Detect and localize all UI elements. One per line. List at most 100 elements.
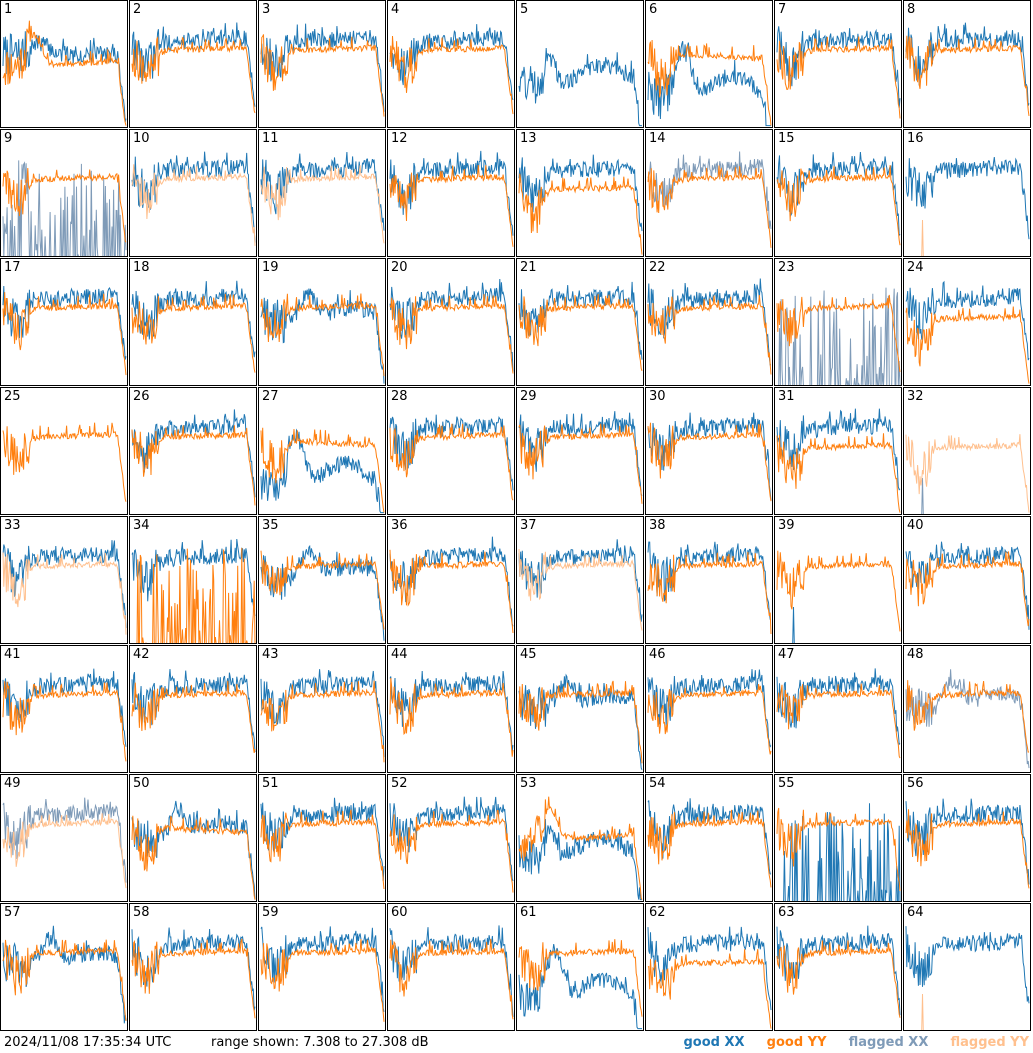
spectrum-plot-30 (647, 412, 772, 502)
antenna-panel-48: 48 (903, 645, 1031, 773)
spectrum-plot-59 (260, 926, 385, 1022)
spectrum-plot-40 (905, 541, 1030, 630)
antenna-panel-22: 22 (645, 258, 773, 386)
series-yy-21 (518, 294, 643, 372)
series-yy-31 (776, 433, 901, 513)
antenna-panel-64: 64 (903, 903, 1031, 1031)
antenna-panel-10: 10 (129, 129, 257, 257)
spectrum-plot-49 (2, 797, 127, 889)
series-yy-50 (131, 815, 256, 900)
antenna-panel-23: 23 (774, 258, 902, 386)
antenna-panel-47: 47 (774, 645, 902, 773)
spectrum-plot-5 (518, 47, 642, 127)
antenna-panel-17: 17 (0, 258, 128, 386)
antenna-panel-3: 3 (258, 0, 386, 128)
series-xx-38 (647, 541, 772, 620)
series-yy-20 (389, 294, 514, 374)
panel-label-12: 12 (391, 131, 408, 146)
panel-label-39: 39 (778, 518, 795, 533)
spectrum-plot-64 (905, 926, 1030, 1030)
panel-label-27: 27 (262, 389, 279, 404)
series-yy-38 (647, 551, 772, 635)
series-xx-15 (776, 151, 901, 237)
panel-label-61: 61 (520, 905, 537, 920)
panel-label-51: 51 (262, 776, 279, 791)
antenna-panel-57: 57 (0, 903, 128, 1031)
antenna-panel-4: 4 (387, 0, 515, 128)
panel-label-30: 30 (649, 389, 666, 404)
series-xx-46 (647, 669, 772, 748)
series-yy-54 (647, 809, 772, 888)
spectrum-plot-14 (647, 151, 772, 248)
panel-label-6: 6 (649, 2, 658, 17)
series-yy-4 (389, 35, 514, 115)
spectrum-plot-21 (518, 281, 643, 372)
series-xx-7 (776, 26, 901, 109)
series-yy-42 (131, 680, 256, 754)
series-xx-35 (260, 544, 385, 641)
antenna-panel-42: 42 (129, 645, 257, 773)
series-yy-34 (136, 547, 256, 643)
panel-label-29: 29 (520, 389, 537, 404)
legend-good-xx: good XX (683, 1035, 745, 1050)
series-yy-9 (2, 167, 127, 243)
series-xx-55 (783, 803, 901, 901)
antenna-panel-9: 9 (0, 129, 128, 257)
spectrum-plot-58 (131, 927, 256, 1019)
spectrum-plot-45 (518, 673, 643, 771)
panel-label-23: 23 (778, 260, 795, 275)
antenna-panel-53: 53 (516, 774, 644, 902)
series-yy-61 (518, 939, 643, 1017)
spectrum-plot-26 (131, 409, 256, 506)
antenna-panel-61: 61 (516, 903, 644, 1031)
antenna-panel-5: 5 (516, 0, 644, 128)
series-yy-33 (2, 552, 127, 635)
panel-label-44: 44 (391, 647, 408, 662)
antenna-panel-50: 50 (129, 774, 257, 902)
panel-label-9: 9 (4, 131, 13, 146)
series-xx-14 (647, 151, 772, 229)
series-xx-18 (131, 280, 256, 358)
series-xx-1 (2, 31, 127, 123)
panel-label-47: 47 (778, 647, 795, 662)
series-yy-59 (260, 939, 385, 1022)
spectrum-plot-12 (389, 150, 514, 247)
spectrum-plot-34 (131, 538, 256, 643)
antenna-panel-16: 16 (903, 129, 1031, 257)
spectrum-plot-17 (2, 285, 127, 376)
series-yy-37 (518, 548, 643, 631)
series-xx-3 (260, 23, 385, 112)
antenna-panel-46: 46 (645, 645, 773, 773)
series-xx-13 (518, 154, 643, 232)
series-yy-23 (776, 294, 901, 372)
panel-label-3: 3 (262, 2, 271, 17)
spectrum-plot-16 (905, 157, 1030, 256)
panel-label-54: 54 (649, 776, 666, 791)
antenna-panel-25: 25 (0, 387, 128, 515)
spectrum-plot-15 (776, 151, 901, 246)
antenna-panel-52: 52 (387, 774, 515, 902)
panel-label-21: 21 (520, 260, 537, 275)
series-yy-56 (905, 809, 1030, 889)
antenna-panel-34: 34 (129, 516, 257, 644)
panel-label-32: 32 (907, 389, 924, 404)
panel-label-57: 57 (4, 905, 21, 920)
panel-label-33: 33 (4, 518, 21, 533)
panel-label-63: 63 (778, 905, 795, 920)
antenna-panel-29: 29 (516, 387, 644, 515)
spectrum-plot-8 (905, 22, 1030, 116)
spectrum-plot-36 (389, 536, 514, 634)
spectrum-plot-32 (905, 434, 1030, 514)
panel-label-24: 24 (907, 260, 924, 275)
spectrum-plot-20 (389, 278, 514, 374)
panel-label-18: 18 (133, 260, 150, 275)
spectrum-plot-24 (905, 280, 1030, 384)
series-yy-63 (776, 940, 901, 1018)
spectrum-plot-25 (2, 422, 127, 502)
antenna-panel-49: 49 (0, 774, 128, 902)
series-xx-4 (389, 24, 514, 101)
series-yy-35 (260, 550, 385, 630)
series-yy-15 (776, 165, 901, 246)
antenna-panel-55: 55 (774, 774, 902, 902)
spectrum-plot-2 (131, 22, 256, 114)
